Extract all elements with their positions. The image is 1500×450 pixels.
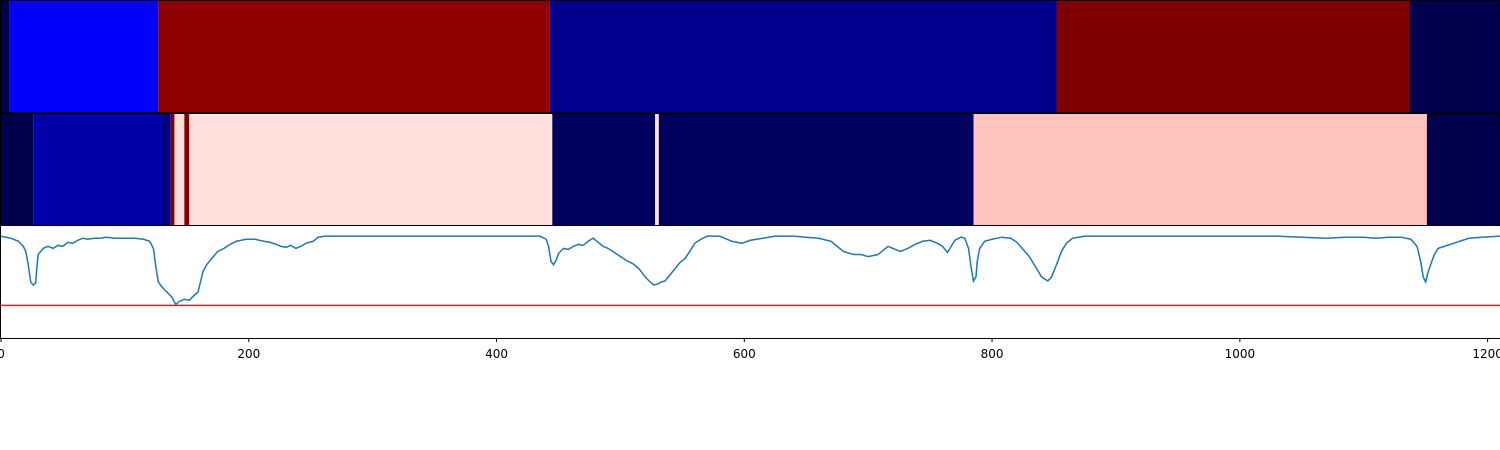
segment-row-2 xyxy=(0,113,1500,226)
segment-bar xyxy=(158,1,550,112)
segment-bar xyxy=(1426,114,1500,225)
x-tick-label: 200 xyxy=(237,347,260,361)
segment-bar xyxy=(1,114,34,225)
segment-bar xyxy=(1,1,10,112)
x-tick-label: 0 xyxy=(0,347,5,361)
segment-bar xyxy=(1056,1,1410,112)
segment-bar xyxy=(184,114,190,225)
x-tick-label: 400 xyxy=(485,347,508,361)
segment-row-1 xyxy=(0,0,1500,113)
segment-bar xyxy=(549,1,1057,112)
segment-bar xyxy=(973,114,1427,225)
x-axis: 0 200 400 600 800 1000 1200 xyxy=(0,338,1500,361)
segment-bar xyxy=(552,114,656,225)
line-panel xyxy=(0,226,1500,339)
segment-bar xyxy=(170,114,175,225)
x-tick-label: 800 xyxy=(981,347,1004,361)
segment-bar xyxy=(174,114,185,225)
x-tick-label: 1000 xyxy=(1225,347,1256,361)
x-tick-label: 1200 xyxy=(1472,347,1500,361)
segment-rows xyxy=(0,0,1500,226)
segment-bar xyxy=(658,114,974,225)
x-tick-label: 600 xyxy=(733,347,756,361)
segment-bar xyxy=(162,114,171,225)
segment-bar xyxy=(1409,1,1500,112)
segment-bar xyxy=(9,1,159,112)
segment-bar xyxy=(655,114,659,225)
segment-bar xyxy=(33,114,163,225)
segment-bar xyxy=(189,114,553,225)
series-line xyxy=(1,235,1500,306)
